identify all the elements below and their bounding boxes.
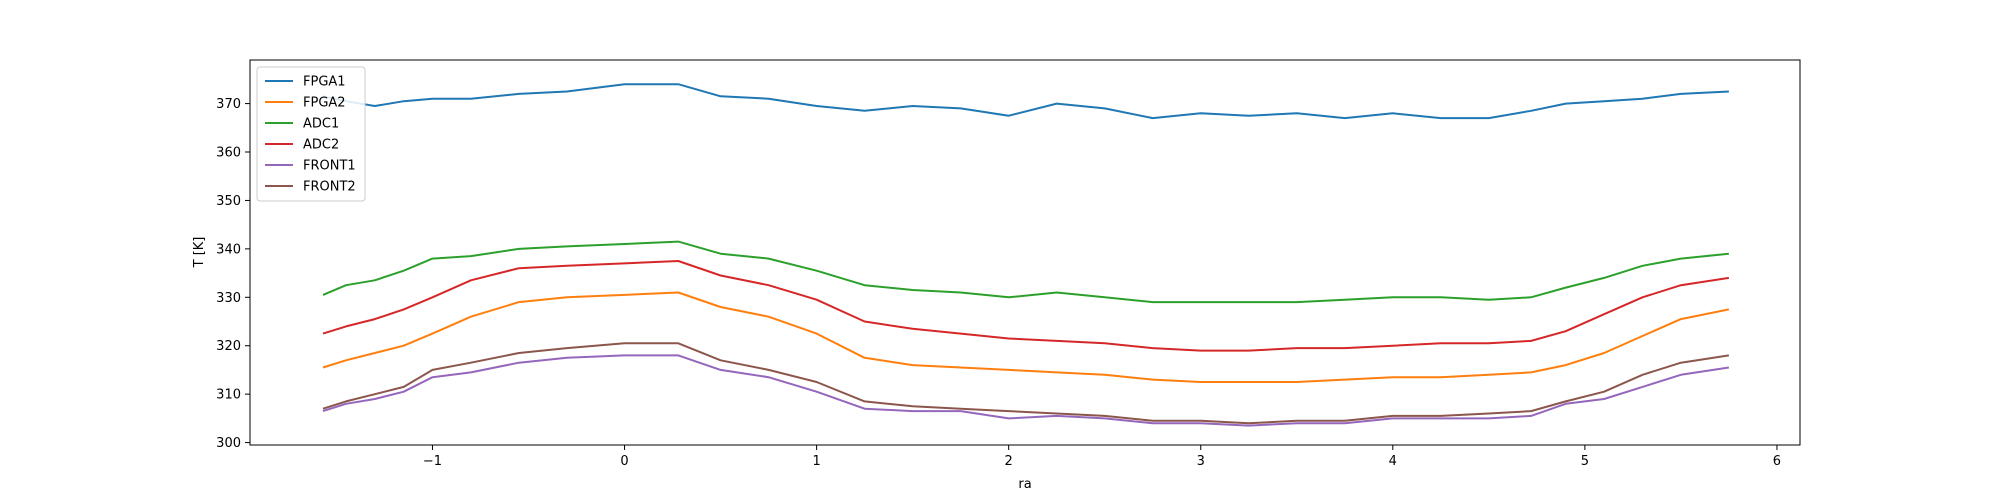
series-line-front1 — [322, 354, 1730, 427]
y-tick-label: 310 — [216, 388, 241, 403]
legend-label: FRONT2 — [303, 180, 356, 195]
y-tick-label: 300 — [216, 436, 241, 451]
legend-label: ADC1 — [303, 117, 339, 132]
x-tick-label: 0 — [620, 454, 628, 469]
x-tick-label: 3 — [1197, 454, 1205, 469]
legend: FPGA1 FPGA2 ADC1 ADC2 FRONT1 FRONT2 — [256, 66, 366, 202]
x-tick-label: 2 — [1005, 454, 1013, 469]
x-axis-ticks: −1 0 1 2 3 4 5 6 — [423, 445, 1781, 469]
y-tick-label: 360 — [216, 146, 241, 161]
legend-label: FPGA1 — [303, 75, 346, 90]
series-line-adc1 — [322, 240, 1730, 304]
legend-label: ADC2 — [303, 138, 339, 153]
legend-box — [256, 66, 366, 202]
series-layer — [322, 83, 1730, 427]
series-line-front2 — [322, 342, 1730, 425]
y-tick-label: 340 — [216, 242, 241, 257]
series-line-adc2 — [322, 260, 1730, 352]
y-axis-ticks: 300 310 320 330 340 350 360 370 — [216, 97, 250, 451]
x-tick-label: 1 — [812, 454, 820, 469]
y-tick-label: 330 — [216, 291, 241, 306]
legend-label: FPGA2 — [303, 96, 346, 111]
x-tick-label: 6 — [1773, 454, 1781, 469]
y-tick-label: 350 — [216, 194, 241, 209]
y-axis-label: T [K] — [192, 237, 207, 269]
x-tick-label: 5 — [1581, 454, 1589, 469]
legend-label: FRONT1 — [303, 159, 356, 174]
x-tick-label: 4 — [1389, 454, 1397, 469]
y-tick-label: 320 — [216, 339, 241, 354]
x-axis-label: ra — [1018, 477, 1031, 492]
y-tick-label: 370 — [216, 97, 241, 112]
x-tick-label: −1 — [423, 454, 442, 469]
plot-area — [249, 59, 1801, 446]
series-line-fpga2 — [322, 291, 1730, 383]
series-line-fpga1 — [322, 83, 1729, 120]
